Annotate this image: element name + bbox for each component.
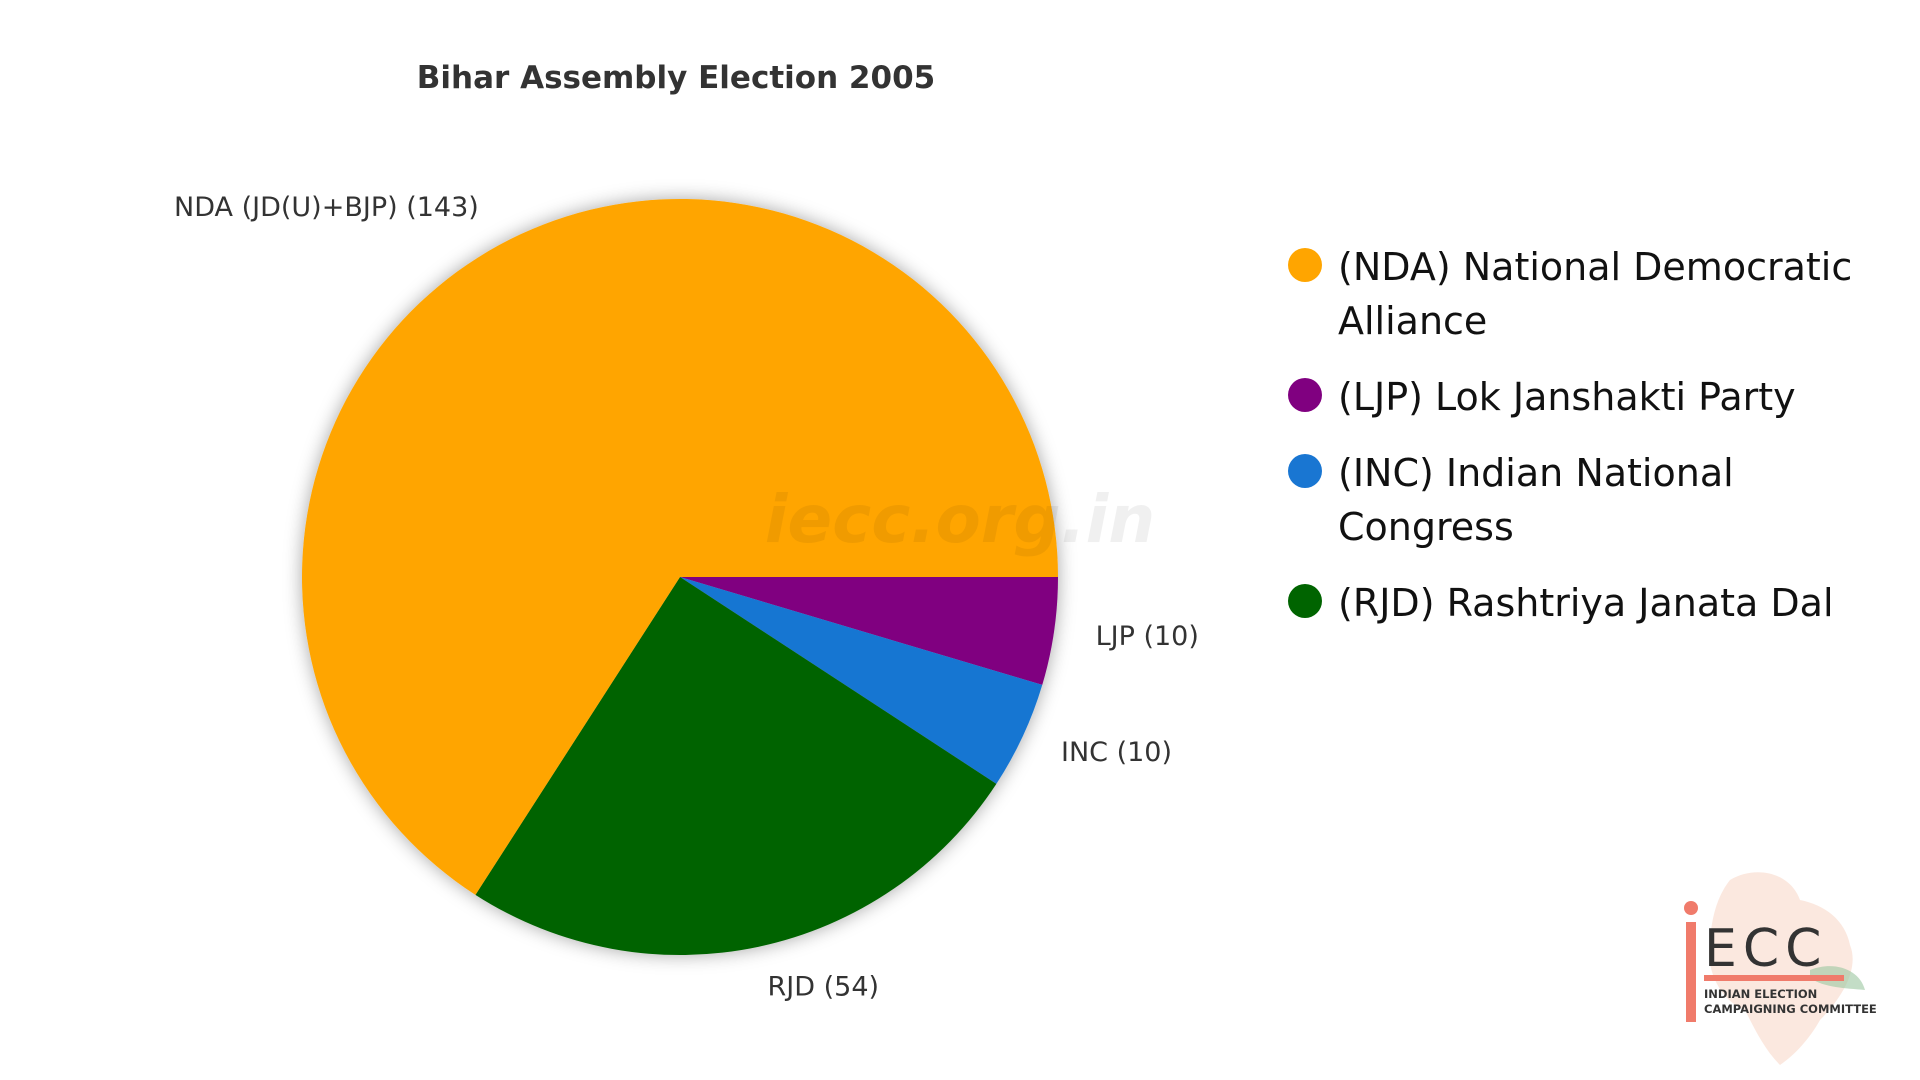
logo-i-dot [1684, 901, 1698, 915]
legend-marker-nda [1288, 248, 1322, 282]
legend-item-nda: (NDA) National Democratic Alliance [1288, 240, 1908, 348]
pie-slice-inc [680, 577, 1043, 784]
legend-marker-ljp [1288, 378, 1322, 412]
logo-letters: ECC [1704, 919, 1827, 979]
logo-i-stem [1686, 922, 1696, 1022]
legend-marker-inc [1288, 454, 1322, 488]
logo-map-shape [1709, 872, 1853, 1065]
legend-item-ljp: (LJP) Lok Janshakti Party [1288, 370, 1908, 424]
legend-item-rjd: (RJD) Rashtriya Janata Dal [1288, 576, 1908, 630]
logo-line2: CAMPAIGNING COMMITTEE [1704, 1002, 1877, 1016]
pie-slices [301, 198, 1058, 955]
slice-labels: LJP (10) INC (10) RJD (54) NDA (JD(U)+BJP) … [174, 192, 1199, 1002]
legend-label-inc: (INC) Indian National Congress [1338, 451, 1734, 549]
legend-label-ljp: (LJP) Lok Janshakti Party [1338, 375, 1796, 419]
slice-label-nda: NDA (JD(U)+BJP) (143) [174, 192, 479, 223]
logo-underline [1704, 975, 1844, 981]
pie-slice-nda [301, 198, 1058, 895]
pie-slice-rjd [475, 577, 997, 955]
watermark-text: iecc.org.in [765, 481, 1156, 558]
slice-label-rjd: RJD (54) [768, 971, 880, 1002]
legend-label-nda: (NDA) National Democratic Alliance [1338, 245, 1853, 343]
legend-item-inc: (INC) Indian National Congress [1288, 446, 1908, 554]
legend-label-rjd: (RJD) Rashtriya Janata Dal [1338, 581, 1834, 625]
legend: (NDA) National Democratic Alliance (LJP)… [1288, 240, 1908, 652]
slice-label-inc: INC (10) [1061, 737, 1172, 768]
logo-line1: INDIAN ELECTION [1704, 987, 1817, 1001]
legend-marker-rjd [1288, 584, 1322, 618]
chart-title: Bihar Assembly Election 2005 [417, 60, 935, 96]
slice-label-ljp: LJP (10) [1096, 621, 1199, 652]
iecc-logo: ECC INDIAN ELECTION CAMPAIGNING COMMITTE… [1684, 872, 1877, 1065]
pie-slice-ljp [680, 577, 1058, 685]
